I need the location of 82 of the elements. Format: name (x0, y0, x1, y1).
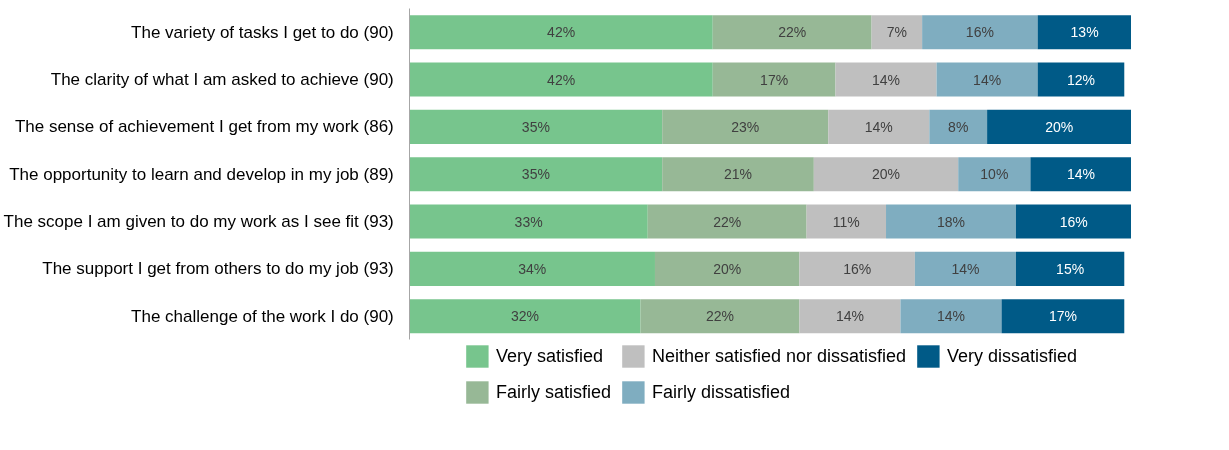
data-label: 16% (1059, 213, 1088, 230)
data-label: 8% (948, 118, 969, 135)
bar (647, 204, 807, 239)
bar (640, 299, 800, 334)
legend-label: Very satisfied (495, 345, 603, 367)
bar (1015, 204, 1131, 239)
data-label: 21% (724, 166, 753, 183)
bar (936, 62, 1038, 97)
data-label: 14% (936, 308, 966, 325)
data-label: 23% (731, 118, 760, 135)
data-label: 14% (1066, 166, 1095, 183)
bar (712, 62, 836, 97)
data-label: 42% (547, 71, 576, 88)
bar (1015, 251, 1125, 286)
data-label: 17% (1048, 308, 1077, 325)
legend-label: Neither satisfied nor dissatisfied (651, 345, 907, 367)
y-tick-label: The clarity of what I am asked to achieve (90) (50, 70, 394, 90)
y-tick-label: The sense of achievement I get from my work (86) (14, 117, 394, 137)
data-label: 11% (832, 213, 860, 230)
data-label: 18% (936, 213, 966, 230)
bar (1030, 157, 1131, 192)
y-tick-label: The variety of tasks I get to do (90) (131, 22, 394, 42)
bar (799, 299, 901, 334)
bar (835, 62, 937, 97)
bar (1037, 62, 1125, 97)
bar (929, 109, 988, 144)
bar (662, 109, 829, 144)
data-label: 35% (521, 166, 550, 183)
data-label: 16% (965, 24, 994, 41)
data-label: 10% (980, 166, 1009, 183)
bar (987, 109, 1131, 144)
data-label: 22% (713, 213, 742, 230)
data-label: 20% (1045, 118, 1074, 135)
data-label: 14% (864, 118, 893, 135)
data-label: 14% (835, 308, 864, 325)
bar (828, 109, 930, 144)
bar (813, 157, 959, 192)
data-label: 35% (521, 118, 550, 135)
bar (409, 157, 663, 192)
bar (1001, 299, 1125, 334)
data-label: 20% (713, 260, 742, 277)
data-label: 33% (514, 213, 543, 230)
data-label: 12% (1066, 71, 1095, 88)
data-label: 20% (872, 166, 901, 183)
bar (958, 157, 1031, 192)
bar (409, 204, 648, 239)
bar (1037, 15, 1131, 50)
data-label: 42% (547, 24, 576, 41)
data-label: 32% (511, 308, 540, 325)
legend-label: Fairly satisfied (495, 381, 611, 403)
data-label: 14% (973, 71, 1002, 88)
bar (799, 251, 915, 286)
bar (662, 157, 814, 192)
data-label: 22% (705, 308, 734, 325)
data-label: 13% (1070, 24, 1099, 41)
data-label: 17% (760, 71, 789, 88)
data-label: 34% (518, 260, 547, 277)
bar (409, 15, 713, 50)
bar (914, 251, 1016, 286)
legend-label: Very dissatisfied (947, 345, 1078, 367)
y-tick-label: The scope I am given to do my work as I see fit (93) (3, 212, 394, 232)
bar (712, 15, 872, 50)
data-label: 16% (843, 260, 872, 277)
data-label: 7% (886, 24, 907, 41)
bar (886, 204, 1016, 239)
y-tick-label: The support I get from others to do my job (93) (42, 259, 394, 279)
data-label: 14% (872, 71, 901, 88)
legend-label: Fairly dissatisfied (651, 381, 790, 403)
y-tick-label: The challenge of the work I do (90) (131, 306, 394, 326)
bar (806, 204, 887, 239)
bar (900, 299, 1002, 334)
bar (922, 15, 1038, 50)
data-label: 14% (951, 260, 980, 277)
bar (409, 109, 663, 144)
bar (654, 251, 800, 286)
bar (409, 62, 713, 97)
bar (409, 299, 641, 334)
y-tick-label: The opportunity to learn and develop in my job (89) (9, 164, 394, 184)
bar (409, 251, 655, 286)
data-label: 22% (778, 24, 807, 41)
bar (871, 15, 923, 50)
data-label: 15% (1056, 260, 1085, 277)
